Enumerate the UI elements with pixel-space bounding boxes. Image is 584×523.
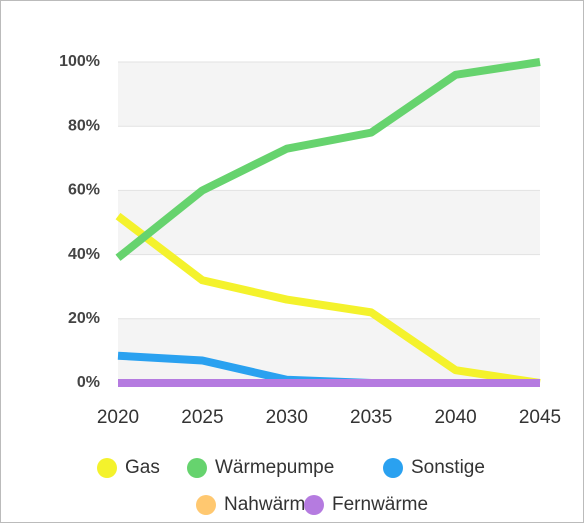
legend-marker [383,458,403,478]
y-tick-label: 100% [59,53,100,70]
legend-label: Nahwärme [224,494,316,515]
y-tick-label: 0% [77,374,100,391]
legend-label: Fernwärme [332,494,428,515]
legend-marker [187,458,207,478]
y-tick-label: 60% [68,182,100,199]
x-tick-label: 2025 [181,407,223,428]
y-tick-label: 80% [68,117,100,134]
legend-label: Sonstige [411,457,485,478]
x-tick-label: 2045 [519,407,561,428]
legend-label: Wärmepumpe [215,457,334,478]
legend-marker [97,458,117,478]
x-tick-label: 2040 [434,407,476,428]
grid-band [118,190,540,255]
y-tick-label: 20% [68,310,100,327]
legend-marker [304,495,324,515]
legend-marker [196,495,216,515]
series-line [115,58,541,261]
y-tick-label: 40% [68,246,100,263]
series-line [115,212,541,387]
x-tick-label: 2030 [266,407,308,428]
x-tick-label: 2020 [97,407,139,428]
legend-label: Gas [125,457,160,478]
x-tick-label: 2035 [350,407,392,428]
